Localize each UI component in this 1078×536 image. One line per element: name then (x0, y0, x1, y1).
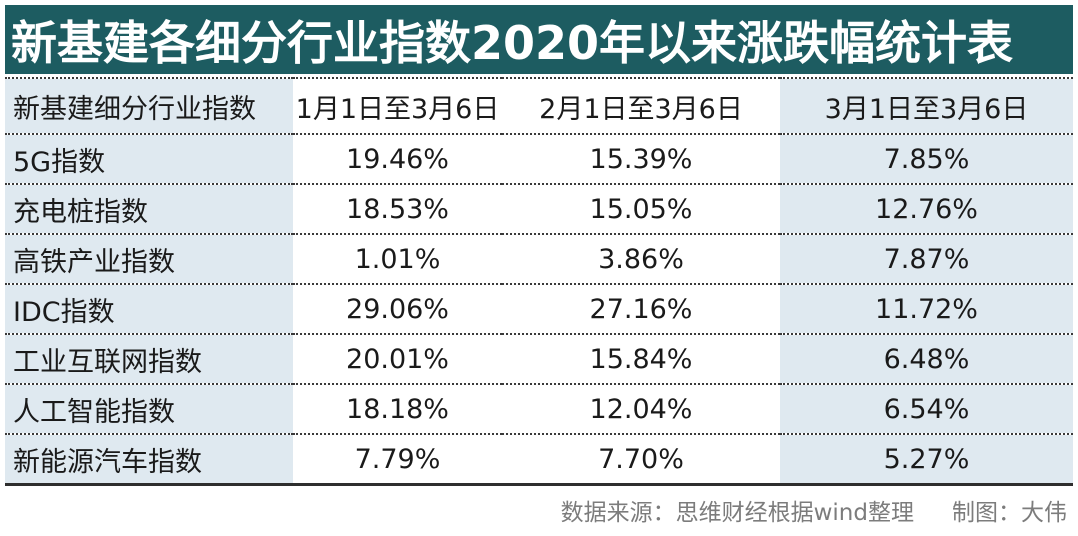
cell-value: 7.79% (293, 433, 502, 486)
column-header-period-1: 1月1日至3月6日 (293, 77, 502, 134)
cell-value: 7.85% (780, 133, 1073, 184)
row-label: 5G指数 (5, 133, 293, 184)
data-source-note: 数据来源：思维财经根据wind整理 (560, 500, 914, 526)
row-label: 工业互联网指数 (5, 333, 293, 384)
cell-value: 11.72% (780, 283, 1073, 334)
cell-value: 19.46% (293, 133, 502, 184)
cell-value: 3.86% (502, 233, 780, 284)
table-row: 高铁产业指数 1.01% 3.86% 7.87% (5, 233, 1073, 284)
column-header-period-2: 2月1日至3月6日 (502, 77, 780, 134)
cell-value: 15.84% (502, 333, 780, 384)
row-label: 充电桩指数 (5, 183, 293, 234)
title-bar: 新基建各细分行业指数2020年以来涨跌幅统计表 (5, 5, 1073, 74)
cell-value: 20.01% (293, 333, 502, 384)
cell-value: 18.53% (293, 183, 502, 234)
chart-credit: 制图：大伟 (952, 500, 1067, 526)
table-row: 人工智能指数 18.18% 12.04% 6.54% (5, 383, 1073, 434)
cell-value: 29.06% (293, 283, 502, 334)
row-label: 人工智能指数 (5, 383, 293, 434)
table-row: 充电桩指数 18.53% 15.05% 12.76% (5, 183, 1073, 234)
table-row: 新能源汽车指数 7.79% 7.70% 5.27% (5, 433, 1073, 486)
cell-value: 12.04% (502, 383, 780, 434)
cell-value: 15.39% (502, 133, 780, 184)
row-label: 高铁产业指数 (5, 233, 293, 284)
cell-value: 27.16% (502, 283, 780, 334)
row-label: 新能源汽车指数 (5, 433, 293, 486)
column-header-period-3: 3月1日至3月6日 (780, 77, 1073, 134)
table-row: 5G指数 19.46% 15.39% 7.85% (5, 133, 1073, 184)
cell-value: 15.05% (502, 183, 780, 234)
page-title: 新基建各细分行业指数2020年以来涨跌幅统计表 (11, 15, 1014, 70)
cell-value: 6.48% (780, 333, 1073, 384)
cell-value: 7.87% (780, 233, 1073, 284)
header-row: 新基建细分行业指数 1月1日至3月6日 2月1日至3月6日 3月1日至3月6日 (5, 77, 1073, 134)
cell-value: 1.01% (293, 233, 502, 284)
row-label: IDC指数 (5, 283, 293, 334)
table-row: IDC指数 29.06% 27.16% 11.72% (5, 283, 1073, 334)
stats-table: 新基建细分行业指数 1月1日至3月6日 2月1日至3月6日 3月1日至3月6日 … (5, 77, 1073, 486)
table-row: 工业互联网指数 20.01% 15.84% 6.48% (5, 333, 1073, 384)
cell-value: 7.70% (502, 433, 780, 486)
cell-value: 12.76% (780, 183, 1073, 234)
cell-value: 5.27% (780, 433, 1073, 486)
cell-value: 18.18% (293, 383, 502, 434)
cell-value: 6.54% (780, 383, 1073, 434)
column-header-index-name: 新基建细分行业指数 (5, 77, 293, 134)
footer: 数据来源：思维财经根据wind整理 制图：大伟 (5, 486, 1073, 534)
